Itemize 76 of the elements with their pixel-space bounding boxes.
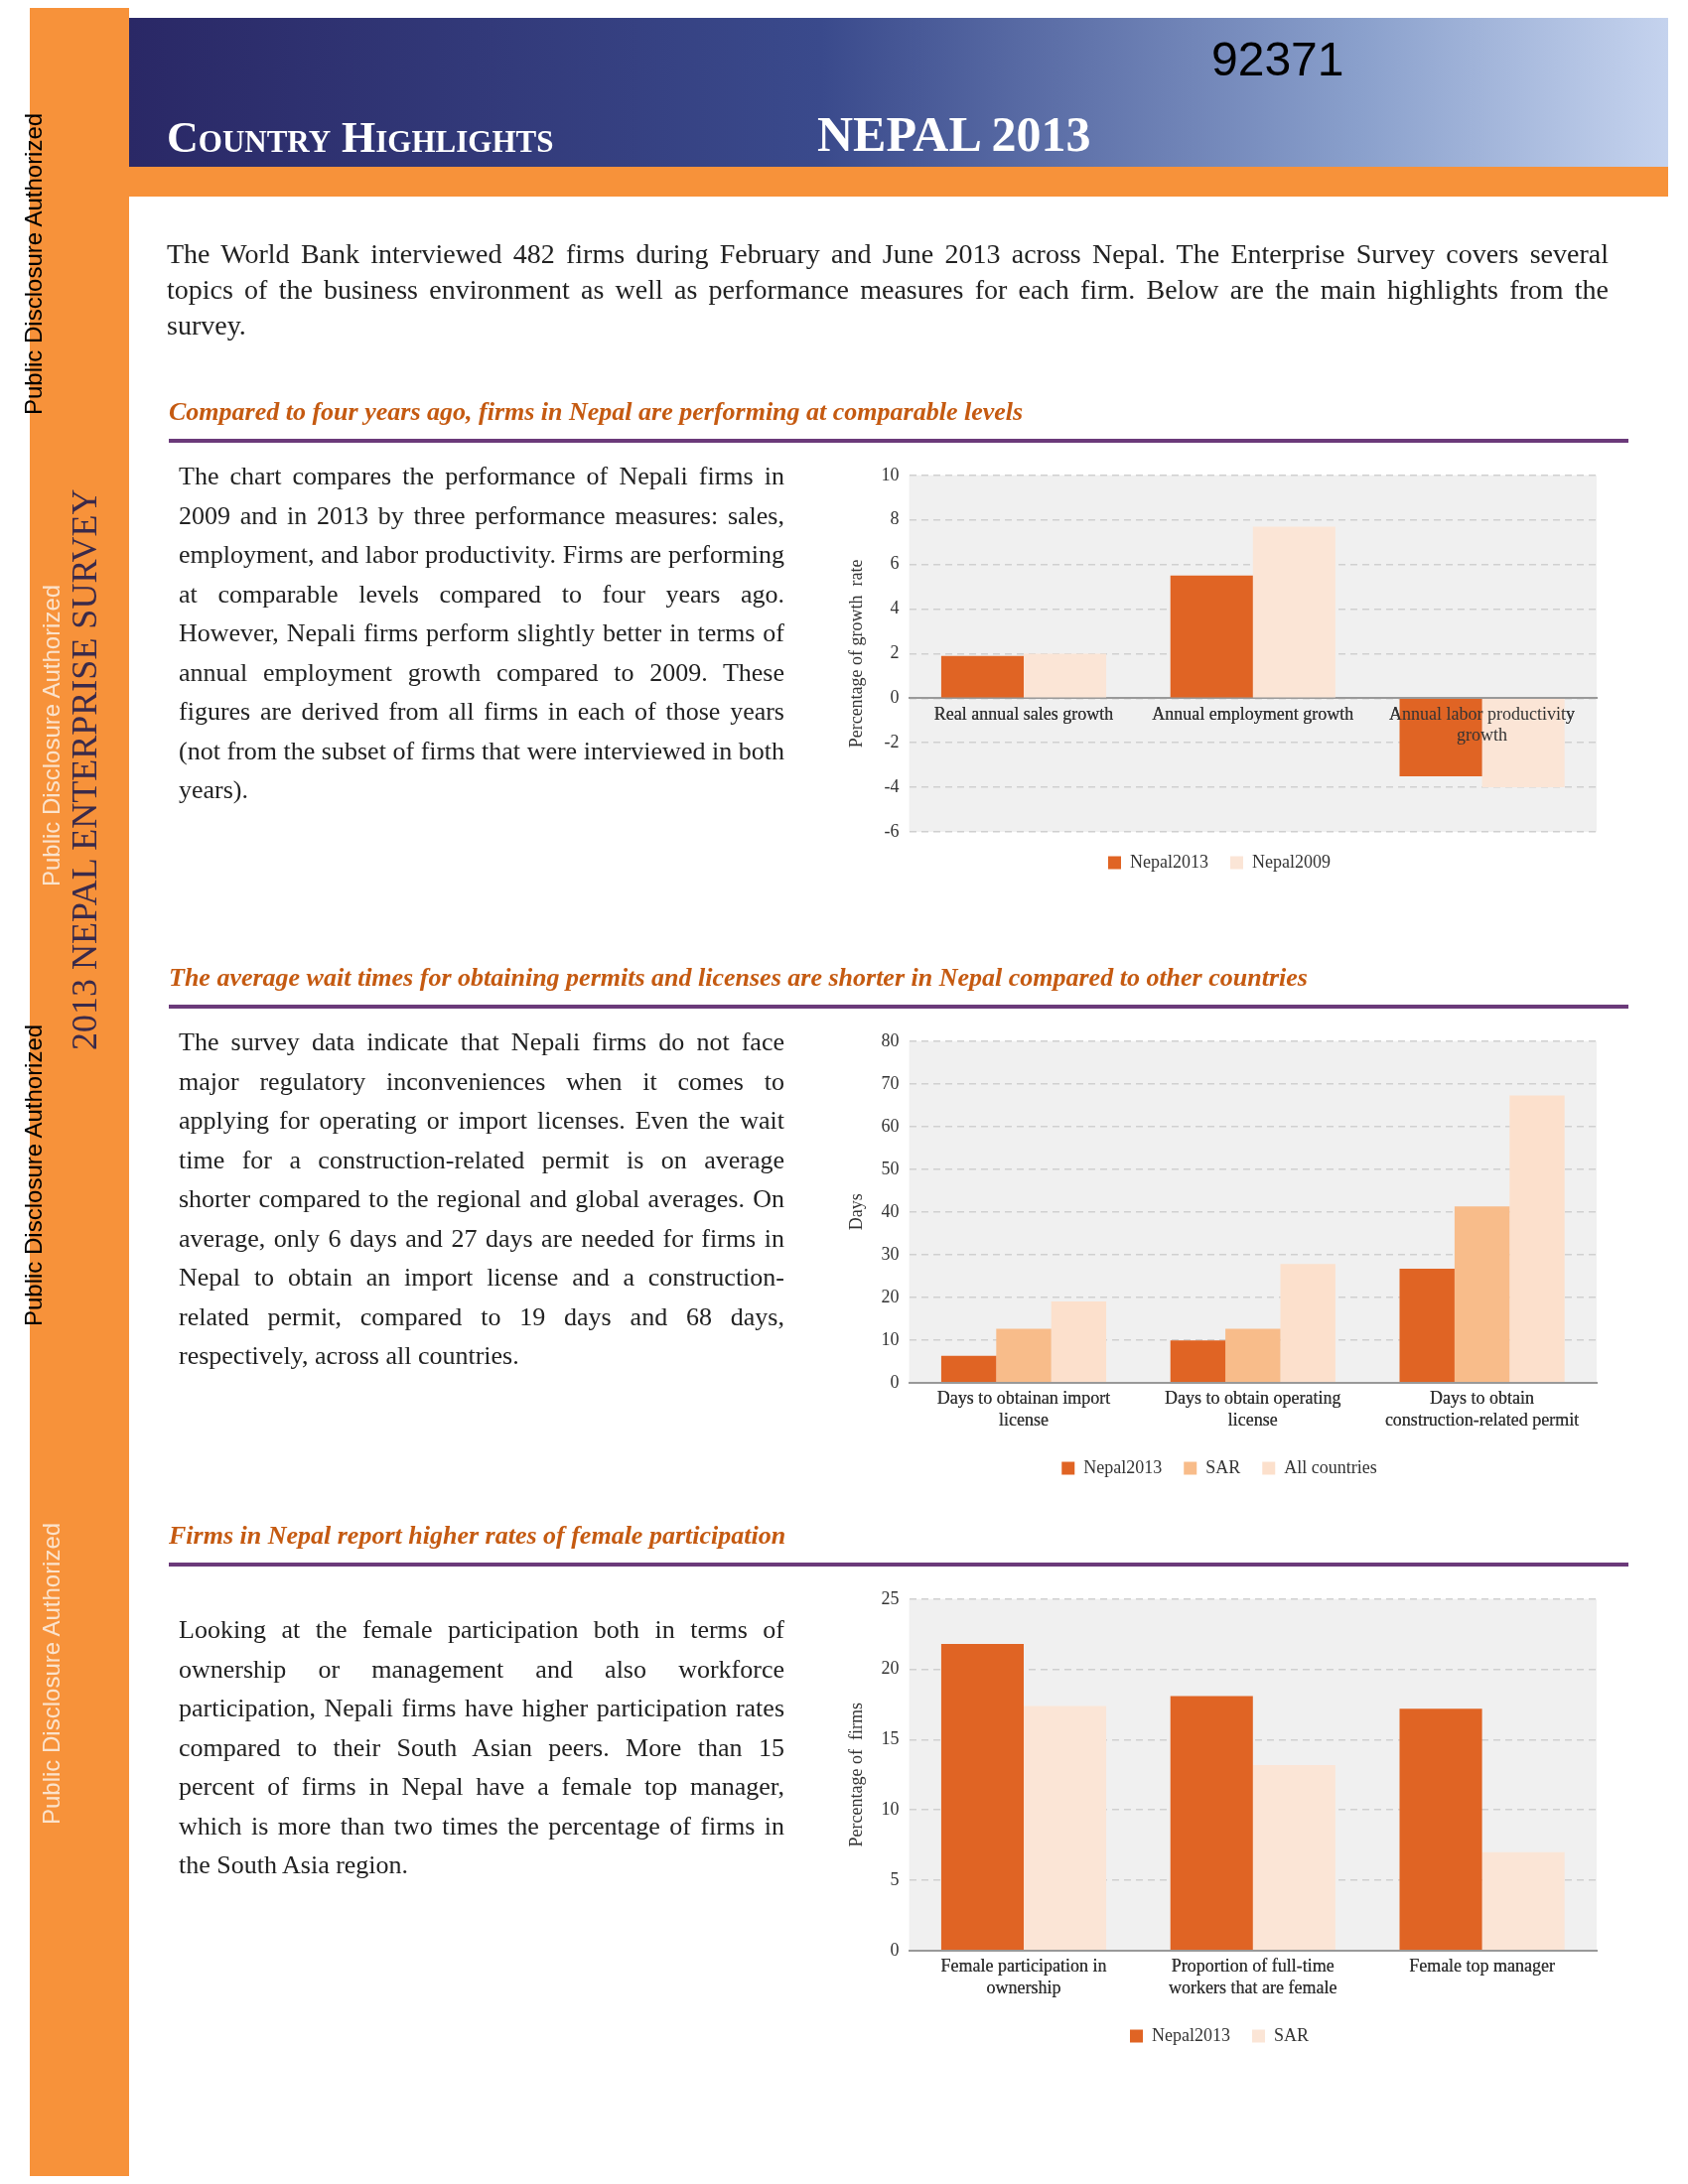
chart-title: The average wait times for obtaining permits and licenses are shorter in Nepal compared to other countries bbox=[169, 963, 1308, 993]
bar bbox=[1024, 1706, 1107, 1951]
bar bbox=[1170, 1696, 1253, 1951]
y-tick-label: 60 bbox=[881, 1115, 900, 1136]
legend-label: Nepal2009 bbox=[1252, 851, 1331, 872]
y-tick-label: 10 bbox=[881, 1798, 900, 1819]
bar bbox=[1024, 653, 1107, 698]
bar bbox=[940, 1644, 1024, 1951]
bar bbox=[1225, 1328, 1281, 1383]
text: The survey data indicate that Nepali firms do not face major regulatory inconveniences when it comes to applying for operating or import licenses. Even the wait time for a construction-related permit is on average shorter compared to the regional and global averages. On average, only 6 days and 27 days are needed for firms in Nepal to obtain an import license and a construction-related permit, compared to 19 days and 68 days, respectively, across all countries. bbox=[179, 1027, 784, 1370]
y-tick-label: 30 bbox=[881, 1243, 900, 1264]
y-tick-label: 25 bbox=[881, 1587, 900, 1608]
text: The chart compares the performance of Nepali firms in 2009 and in 2013 by three performance measures: sales, employment, and labor productivity. Firms are performing at comparable levels compared to four years ago. However, Nepali firms perform slightly better in terms of annual employment growth compared to 2009. These figures are derived from all firms in each of those years (not from the subset of firms that were interviewed in both years). bbox=[179, 462, 784, 804]
bar bbox=[1051, 1301, 1107, 1383]
y-tick-label: 0 bbox=[890, 687, 900, 708]
legend-label: All countries bbox=[1284, 1456, 1377, 1477]
legend-label: SAR bbox=[1273, 2024, 1309, 2045]
y-tick-label: 4 bbox=[890, 598, 900, 618]
text: Compared to four years ago, firms in Nepal are performing at comparable levels bbox=[169, 397, 1024, 427]
text: 92371 bbox=[1211, 32, 1344, 86]
y-tick-label: -6 bbox=[884, 820, 900, 841]
y-axis-title: Days bbox=[845, 1193, 866, 1231]
y-tick-label: 40 bbox=[881, 1200, 900, 1221]
y-axis-title: Percentage of firms bbox=[845, 1703, 866, 1847]
y-tick-label: 15 bbox=[881, 1728, 900, 1749]
legend-label: Nepal2013 bbox=[1130, 851, 1209, 872]
legend-label: Nepal2013 bbox=[1083, 1456, 1163, 1477]
bar bbox=[1454, 1206, 1510, 1383]
legend-label: SAR bbox=[1205, 1456, 1241, 1477]
bar bbox=[1399, 1268, 1455, 1383]
y-tick-label: 50 bbox=[881, 1158, 900, 1178]
y-tick-label: 70 bbox=[881, 1072, 900, 1093]
text: NEPAL 2013 bbox=[817, 105, 1091, 163]
bar bbox=[1509, 1095, 1565, 1383]
y-tick-label: 6 bbox=[890, 553, 900, 574]
bar bbox=[940, 655, 1024, 698]
bar bbox=[1399, 1708, 1482, 1951]
x-tick-label: Days to obtain construction-related permit bbox=[1384, 1388, 1580, 1430]
y-tick-label: 80 bbox=[881, 1029, 900, 1050]
bar bbox=[1252, 526, 1336, 698]
x-tick-label: Proportion of full-time workers that are female bbox=[1169, 1956, 1337, 1997]
text: Public Disclosure Authorized bbox=[38, 584, 66, 887]
text: Looking at the female participation both in terms of ownership or management and also workforce participation, Nepali firms have higher participation rates compared to their South Asian peers. More than 15 percent of firms in Nepal have a female top manager, which is more than two times the percentage of firms in the South Asia region. bbox=[179, 1614, 784, 1881]
y-tick-label: 5 bbox=[890, 1868, 900, 1889]
y-axis-title: Percentage of growth rate bbox=[845, 559, 866, 749]
bar bbox=[1280, 1264, 1336, 1383]
bar bbox=[1170, 1340, 1226, 1383]
x-tick-label: Annual employment growth bbox=[1152, 703, 1354, 724]
y-tick-label: -2 bbox=[884, 731, 900, 751]
text: 2013 NEPAL ENTERPRISE SURVEY bbox=[64, 488, 105, 1050]
bar bbox=[996, 1328, 1052, 1383]
x-tick-label: Days to obtain operating license bbox=[1165, 1388, 1341, 1430]
text: The World Bank interviewed 482 firms during February and June 2013 across Nepal. The Enterprise Survey covers several topics of the business environment as well as performance measures for each firm. Below are the main highlights from the survey. bbox=[167, 237, 1609, 342]
x-tick-label: Real annual sales growth bbox=[933, 703, 1114, 724]
y-tick-label: 10 bbox=[881, 1328, 900, 1349]
text: Public Disclosure Authorized bbox=[20, 112, 48, 415]
y-tick-label: 10 bbox=[881, 464, 900, 484]
x-tick-label: Female top manager bbox=[1409, 1956, 1556, 1977]
x-tick-label: Female participation in ownership bbox=[940, 1956, 1107, 1997]
y-tick-label: 2 bbox=[890, 642, 900, 663]
x-tick-label: Days to obtainan import license bbox=[936, 1388, 1111, 1430]
bar bbox=[1170, 575, 1253, 698]
text: Public Disclosure Authorized bbox=[20, 1024, 48, 1326]
y-tick-label: 20 bbox=[881, 1286, 900, 1306]
text: Firms in Nepal report higher rates of female participation bbox=[169, 1521, 786, 1551]
bar bbox=[940, 1355, 997, 1383]
bar bbox=[1481, 1851, 1565, 1951]
y-tick-label: 0 bbox=[890, 1371, 900, 1392]
text: Country Highlights bbox=[167, 112, 554, 163]
legend-label: Nepal2013 bbox=[1152, 2024, 1230, 2045]
y-tick-label: 0 bbox=[890, 1939, 900, 1960]
y-tick-label: 20 bbox=[881, 1658, 900, 1679]
y-tick-label: 8 bbox=[890, 508, 900, 529]
y-tick-label: -4 bbox=[884, 775, 900, 796]
text: Public Disclosure Authorized bbox=[38, 1522, 66, 1825]
bar bbox=[1252, 1764, 1336, 1951]
